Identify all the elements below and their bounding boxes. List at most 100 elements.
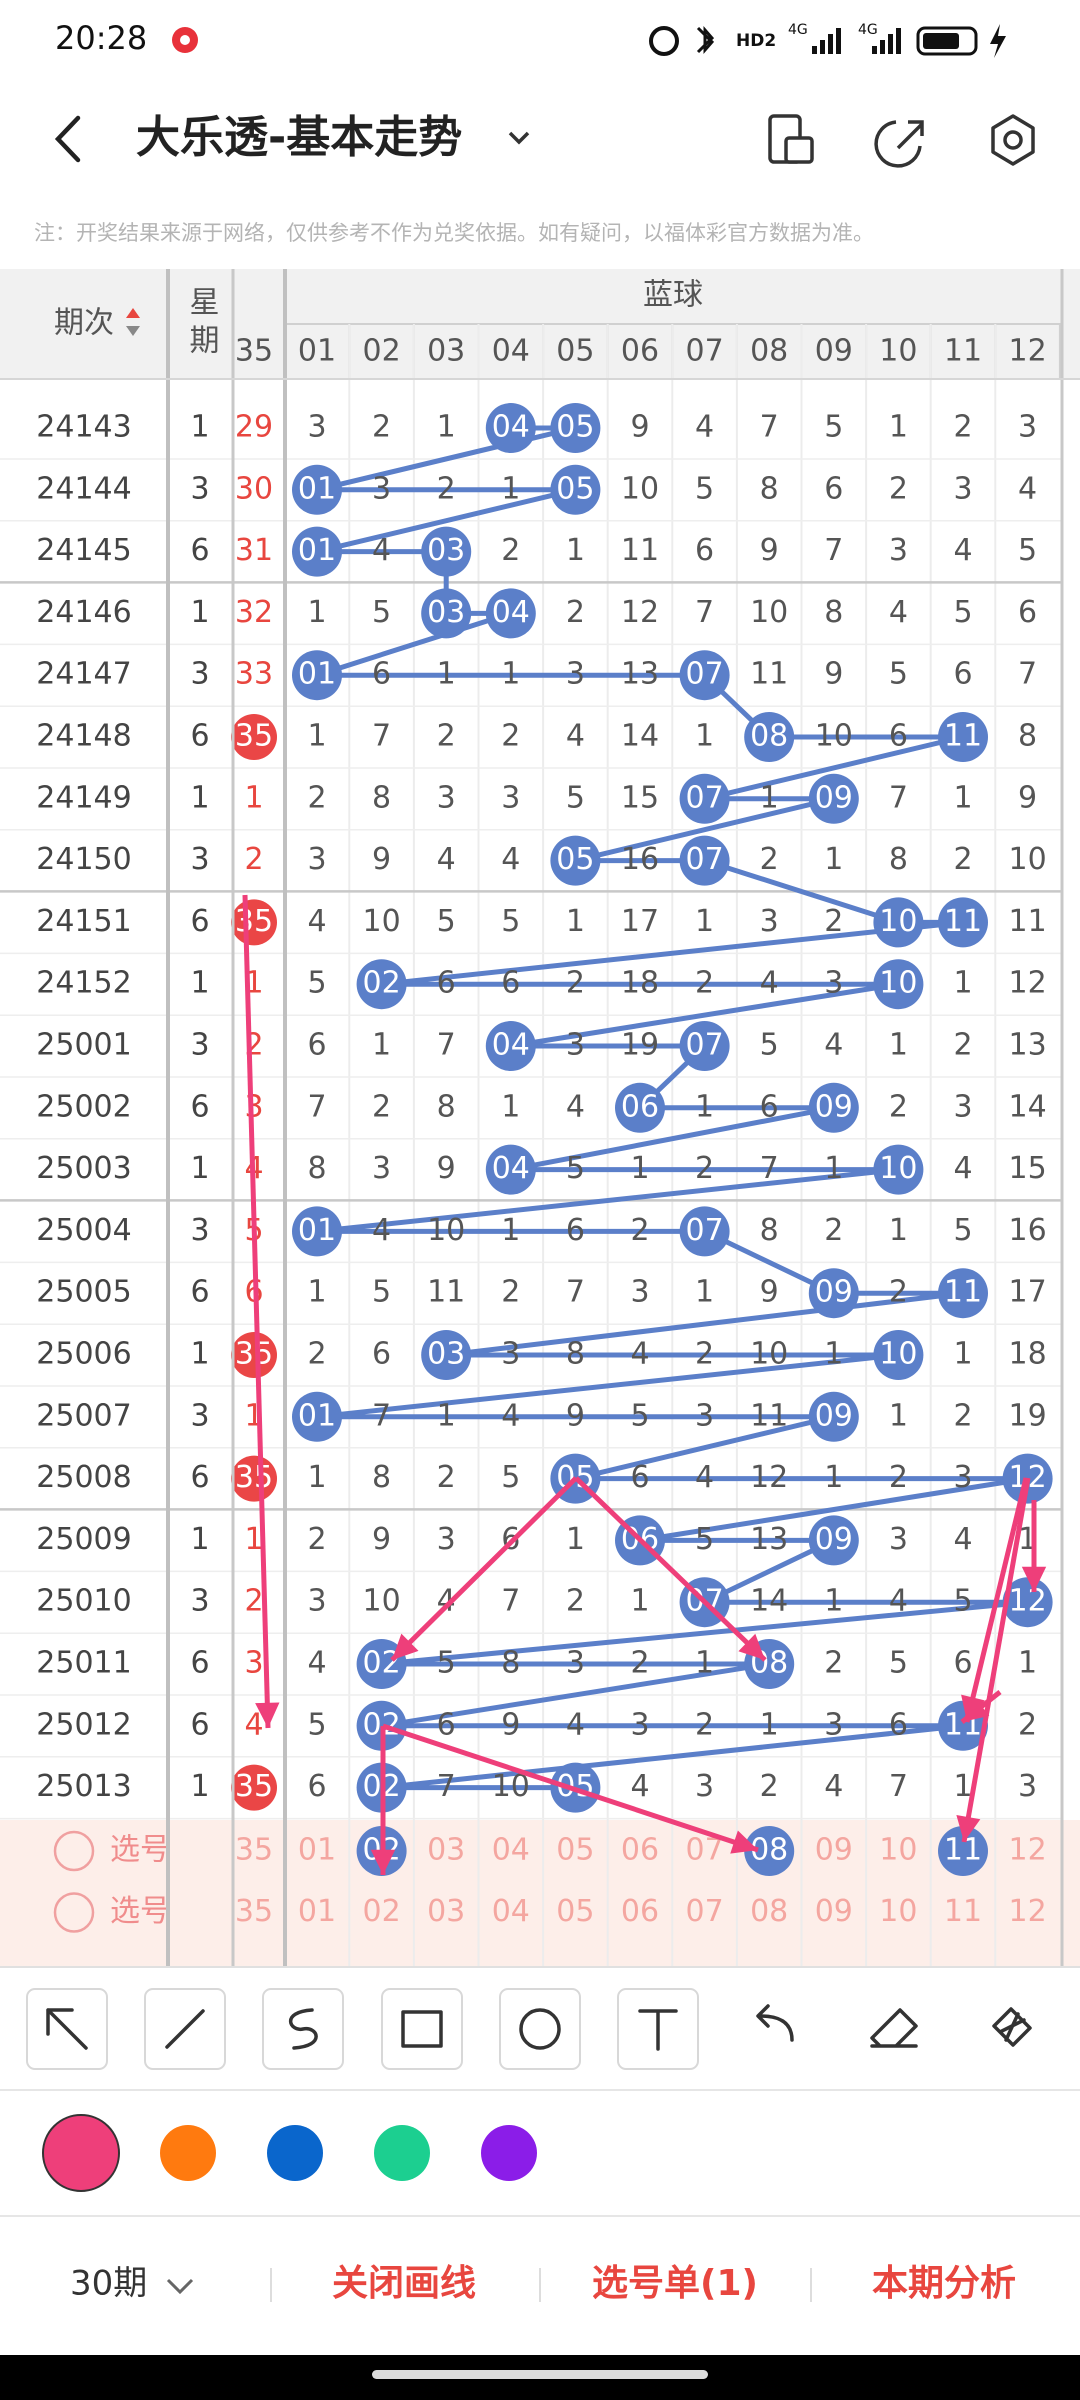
ball-number: 01 [298,533,336,568]
color-swatch[interactable] [267,2125,323,2181]
ball-number: 01 [298,657,336,692]
title-dropdown[interactable] [508,131,530,145]
tool-icon[interactable] [519,2008,561,2050]
color-swatch[interactable] [374,2125,430,2181]
pick-number[interactable]: 03 [427,1894,465,1929]
pick-number[interactable]: 04 [492,1833,530,1868]
color-swatch[interactable] [481,2125,537,2181]
pick-radio[interactable] [53,1830,95,1872]
miss-count: 4 [953,1151,972,1186]
miss-count: 7 [889,780,908,815]
blue-ball [1002,1577,1053,1628]
pick-number[interactable]: 09 [815,1894,853,1929]
pick-number[interactable]: 05 [556,1894,594,1929]
tool-icon[interactable] [756,2004,794,2042]
pick-front[interactable]: 35 [235,1894,273,1929]
miss-count: 5 [953,595,972,630]
tool-icon[interactable] [638,2009,678,2051]
pick-number[interactable]: 01 [298,1833,336,1868]
weekday-cell: 3 [190,1213,209,1248]
color-swatch-selected[interactable] [42,2114,120,2192]
pick-number[interactable]: 12 [1009,1894,1047,1929]
miss-count: 5 [695,471,714,506]
miss-count: 2 [372,410,391,445]
pick-number[interactable]: 02 [363,1894,401,1929]
miss-count: 1 [889,1028,908,1063]
tool-button-frame[interactable] [499,1988,581,2070]
pick-number[interactable]: 10 [879,1894,917,1929]
pick-number[interactable]: 03 [427,1833,465,1868]
color-swatch[interactable] [160,2125,216,2181]
miss-count: 8 [307,1151,326,1186]
pick-number[interactable]: 11 [944,1894,982,1929]
miss-count: 5 [372,1275,391,1310]
pick-number[interactable]: 05 [556,1833,594,1868]
pick-number[interactable]: 06 [621,1833,659,1868]
analysis-button[interactable]: 本期分析 [872,2263,1016,2304]
bluetooth-icon [696,26,715,54]
miss-count: 1 [566,904,585,939]
pick-number[interactable]: 10 [879,1833,917,1868]
blue-ball [421,588,472,639]
miss-count: 7 [1018,657,1037,692]
miss-count: 15 [1009,1151,1047,1186]
picked-ball[interactable] [744,1826,795,1876]
miss-count: 5 [630,1398,649,1433]
pick-label[interactable]: 选号 [110,1894,170,1929]
back-button[interactable] [54,115,81,163]
miss-count: 2 [695,966,714,1001]
tool-icon[interactable] [165,2009,205,2049]
miss-count: 2 [501,1275,520,1310]
tool-icon[interactable] [992,2007,1032,2047]
pick-list-button[interactable]: 选号单(1) [592,2263,758,2304]
tool-icon[interactable] [289,2008,318,2050]
period-cell: 24147 [36,657,131,692]
ball-number: 02 [363,966,401,1001]
pick-number[interactable]: 06 [621,1894,659,1929]
device-icon[interactable] [768,114,814,164]
miss-count: 9 [760,1275,779,1310]
settings-icon[interactable] [991,114,1035,166]
blue-ball [485,403,536,453]
miss-count: 6 [889,719,908,754]
pick-number[interactable]: 04 [492,1894,530,1929]
tool-icon[interactable] [46,2008,88,2050]
miss-count: 3 [437,780,456,815]
pick-front[interactable]: 35 [235,1833,273,1868]
picked-ball[interactable] [938,1826,988,1876]
pick-number[interactable]: 08 [750,1894,788,1929]
miss-count: 8 [760,471,779,506]
home-indicator[interactable] [372,2370,708,2379]
tool-button-frame[interactable] [381,1988,463,2070]
miss-count: 4 [695,410,714,445]
pick-number[interactable]: 01 [298,1894,336,1929]
miss-count: 3 [953,1089,972,1124]
blue-ball [485,1021,536,1071]
miss-count: 2 [630,1213,649,1248]
miss-count: 1 [824,1460,843,1495]
miss-count: 5 [953,1213,972,1248]
weekday-cell: 6 [190,1646,209,1681]
net-label: 4G [858,22,878,38]
miss-count: 6 [437,1707,456,1742]
blue-ball [938,897,988,948]
miss-count: 17 [1009,1275,1047,1310]
miss-count: 3 [501,780,520,815]
period-select[interactable]: 30期 [70,2264,147,2304]
miss-count: 7 [824,533,843,568]
pick-radio[interactable] [53,1892,95,1933]
column-header: 06 [621,334,659,369]
page-title[interactable]: 大乐透-基本走势 [136,112,462,163]
pick-number[interactable]: 07 [686,1894,724,1929]
pick-number[interactable]: 12 [1009,1833,1047,1868]
close-draw-button[interactable]: 关闭画线 [332,2263,476,2304]
miss-count: 3 [889,1522,908,1557]
pick-number[interactable]: 09 [815,1833,853,1868]
miss-count: 2 [437,471,456,506]
tool-icon[interactable] [870,2008,918,2048]
share-icon[interactable] [874,120,924,168]
pick-label[interactable]: 选号 [110,1833,170,1868]
miss-count: 10 [363,904,401,939]
tool-icon[interactable] [401,2010,443,2048]
